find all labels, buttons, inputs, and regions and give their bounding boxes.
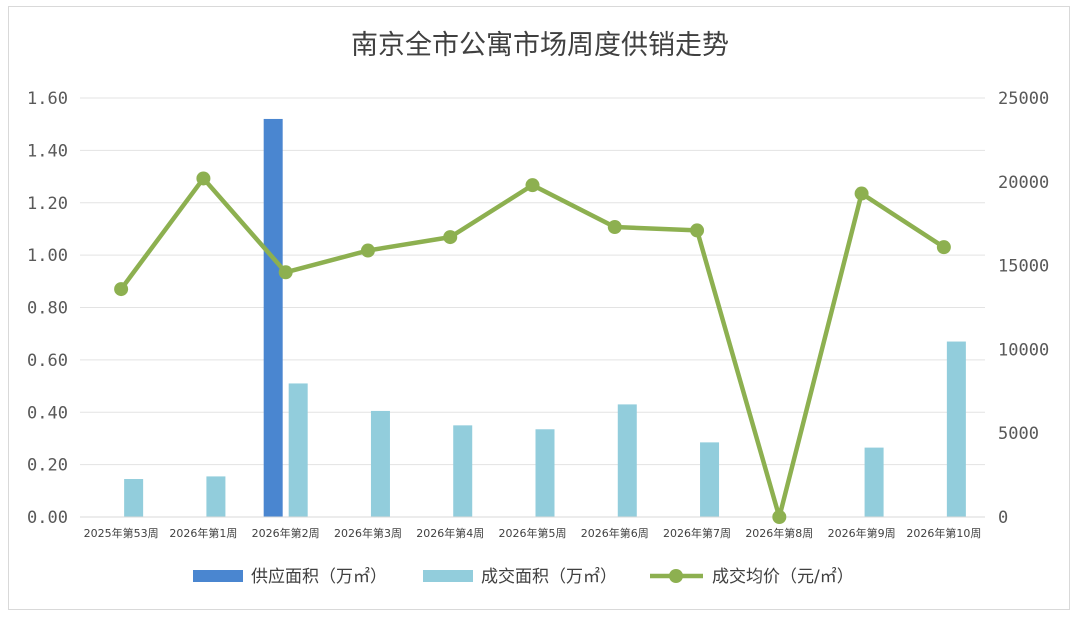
deal-area-bar <box>864 447 884 517</box>
deal-area-bar <box>946 341 966 517</box>
deal-area-bar <box>700 442 720 517</box>
x-tick-label: 2026年第6周 <box>581 526 649 540</box>
left-axis-ticks: 0.00 0.20 0.40 0.60 0.80 1.00 1.20 1.40 1.60 <box>27 89 68 528</box>
x-tick-label: 2026年第2周 <box>252 526 320 540</box>
price-point <box>690 223 705 238</box>
legend-marker-price <box>669 569 683 583</box>
price-point <box>936 240 951 255</box>
deal-area-bar <box>124 479 144 517</box>
chart-title: 南京全市公寓市场周度供销走势 <box>351 30 729 61</box>
price-point <box>360 243 375 258</box>
legend-label-price: 成交均价（元/㎡） <box>712 567 854 587</box>
x-tick-label: 2026年第4周 <box>416 526 484 540</box>
right-tick-label: 0 <box>998 508 1008 528</box>
price-series-line <box>119 176 946 520</box>
x-tick-label: 2026年第10周 <box>906 526 981 540</box>
deal-area-bar <box>453 425 473 517</box>
left-tick-label: 1.60 <box>27 89 68 109</box>
legend: 供应面积（万㎡） 成交面积（万㎡） 成交均价（元/㎡） <box>193 567 854 587</box>
left-tick-label: 0.40 <box>27 403 68 423</box>
left-tick-label: 1.20 <box>27 194 68 214</box>
x-tick-label: 2026年第8周 <box>745 526 813 540</box>
x-tick-label: 2026年第5周 <box>499 526 567 540</box>
price-point <box>525 178 540 193</box>
right-tick-label: 20000 <box>998 173 1049 193</box>
deal-area-bar <box>206 476 226 517</box>
price-point <box>278 265 293 280</box>
right-axis-ticks: 0 5000 10000 15000 20000 25000 <box>998 89 1049 528</box>
left-tick-label: 0.00 <box>27 508 68 528</box>
price-point <box>196 171 211 186</box>
legend-swatch-deal <box>423 570 473 582</box>
supply-bar <box>263 118 283 517</box>
x-tick-label: 2025年第53周 <box>84 526 159 540</box>
deal-area-bar <box>535 429 555 517</box>
left-tick-label: 0.80 <box>27 299 68 319</box>
right-tick-label: 5000 <box>998 424 1039 444</box>
right-tick-label: 10000 <box>998 340 1049 360</box>
left-tick-label: 0.60 <box>27 351 68 371</box>
right-tick-label: 15000 <box>998 257 1049 277</box>
x-tick-label: 2026年第3周 <box>334 526 402 540</box>
x-tick-label: 2026年第9周 <box>828 526 896 540</box>
legend-label-supply: 供应面积（万㎡） <box>251 567 387 587</box>
price-point <box>607 220 622 235</box>
left-tick-label: 1.00 <box>27 246 68 266</box>
price-point <box>854 186 869 201</box>
x-tick-label: 2026年第7周 <box>663 526 731 540</box>
bars <box>124 118 966 517</box>
price-point <box>772 510 787 524</box>
price-line <box>114 171 951 524</box>
price-point <box>443 230 458 245</box>
x-axis-ticks: 2025年第53周 2026年第1周 2026年第2周 2026年第3周 2026年第4… <box>84 526 982 540</box>
price-point <box>114 282 129 297</box>
deal-area-bar <box>288 383 308 517</box>
legend-label-deal: 成交面积（万㎡） <box>481 567 617 587</box>
deal-area-bar <box>370 410 390 517</box>
left-tick-label: 0.20 <box>27 456 68 476</box>
deal-area-bar <box>617 404 637 517</box>
x-tick-label: 2026年第1周 <box>169 526 237 540</box>
right-tick-label: 25000 <box>998 89 1049 109</box>
legend-swatch-supply <box>193 570 243 582</box>
left-tick-label: 1.40 <box>27 141 68 161</box>
gridlines <box>80 97 985 466</box>
